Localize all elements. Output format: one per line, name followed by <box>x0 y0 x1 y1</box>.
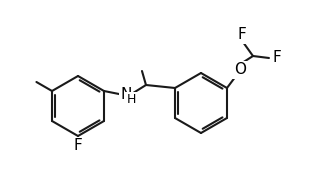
Text: F: F <box>273 50 281 65</box>
Text: H: H <box>126 94 136 107</box>
Text: O: O <box>234 63 246 78</box>
Text: F: F <box>74 138 82 153</box>
Text: N: N <box>120 88 132 103</box>
Text: F: F <box>238 27 246 42</box>
